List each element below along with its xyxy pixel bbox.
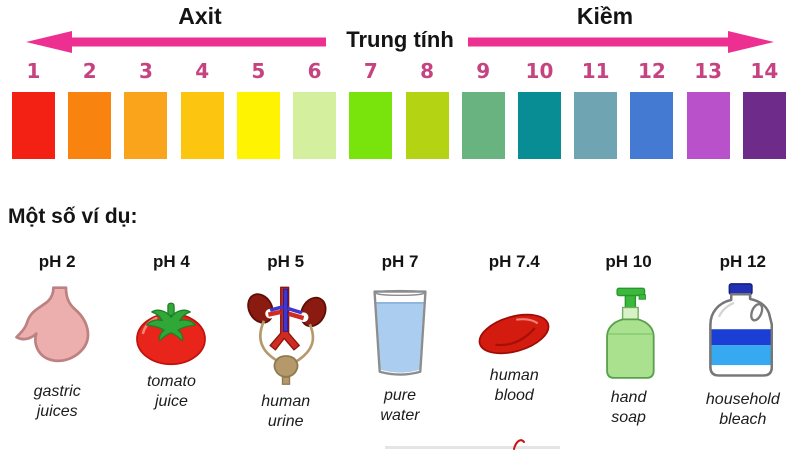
examples-row: pH 2 gastric juices pH 4: [0, 252, 800, 432]
ph-number: 11: [581, 59, 610, 83]
ph-color-swatch: [630, 92, 674, 159]
ph-value-label: pH 12: [719, 252, 766, 271]
ph-number: 4: [195, 59, 210, 83]
bleach-jug-icon: [709, 283, 773, 377]
ph-level-7: 7: [349, 57, 393, 159]
ph-number: 3: [138, 59, 153, 83]
example-caption: gastric juices: [33, 383, 81, 420]
ph-number: 2: [82, 59, 97, 83]
ph-color-swatch: [461, 92, 505, 159]
ph-number: 5: [251, 59, 266, 83]
example-icon-box: [367, 288, 433, 380]
example-household-bleach: pH 12 househo: [686, 252, 800, 432]
example-icon-box: [597, 286, 661, 382]
ph-color-swatch: [349, 92, 393, 159]
ph-color-swatch: [12, 92, 55, 159]
tomato-icon: [136, 302, 207, 366]
ph-number: 9: [476, 59, 491, 83]
alkaline-arrow-icon: [468, 31, 774, 53]
ph-value-label: pH 10: [605, 252, 652, 271]
ph-level-8: 8: [405, 57, 449, 159]
ph-number: 13: [694, 59, 723, 83]
water-glass-icon: [373, 289, 427, 376]
example-caption: pure water: [380, 387, 420, 424]
ph-color-swatch: [180, 92, 224, 159]
example-icon-box: [702, 282, 784, 384]
example-icon-box: [127, 298, 215, 366]
red-mark-decoration: [513, 439, 525, 450]
acid-arrow-shape: [26, 31, 326, 53]
ph-number: 12: [637, 59, 666, 83]
example-gastric-juices: pH 2 gastric juices: [0, 252, 114, 432]
soap-bottle-icon: [605, 287, 655, 379]
ph-number: 7: [363, 59, 378, 83]
ph-level-12: 12: [630, 57, 674, 159]
ph-color-swatch: [236, 92, 280, 159]
example-icon-box: [12, 284, 102, 376]
example-caption: human urine: [261, 393, 311, 430]
ph-color-swatch: [742, 92, 786, 159]
ph-level-2: 2: [68, 57, 112, 159]
ph-color-swatch: [68, 92, 112, 159]
ph-level-14: 14: [742, 57, 786, 159]
ph-color-swatch: [405, 92, 449, 159]
ph-number: 6: [307, 59, 322, 83]
ph-number: 10: [525, 59, 554, 83]
alkaline-arrow-shape: [468, 31, 774, 53]
ph-value-label: pH 7: [381, 252, 419, 271]
ph-color-swatch: [124, 92, 168, 159]
ph-color-strip: 1 2 3 4 5 6 7 8 9 10 11 12 13 14: [12, 57, 786, 159]
example-icon-box: [237, 282, 335, 386]
example-tomato-juice: pH 4 tomato juice: [114, 252, 228, 432]
ph-color-swatch: [686, 92, 730, 159]
ph-level-4: 4: [180, 57, 224, 159]
example-hand-soap: pH 10 hand soap: [571, 252, 685, 432]
ph-number: 14: [750, 59, 779, 83]
kidneys-icon: [246, 286, 327, 385]
examples-heading: Một số ví dụ:: [8, 205, 138, 228]
ph-level-6: 6: [293, 57, 337, 159]
example-human-blood: pH 7.4 human blood: [457, 252, 571, 432]
acid-label: Axit: [178, 3, 222, 29]
ph-value-label: pH 4: [153, 252, 190, 271]
ph-level-13: 13: [686, 57, 730, 159]
acid-arrow-icon: [26, 31, 326, 53]
example-caption: human blood: [489, 367, 539, 404]
ph-value-label: pH 7.4: [488, 252, 540, 271]
ph-number: 1: [26, 59, 41, 83]
ph-value-label: pH 5: [267, 252, 305, 271]
ph-level-9: 9: [461, 57, 505, 159]
example-human-urine: pH 5: [229, 252, 343, 432]
ph-level-3: 3: [124, 57, 168, 159]
example-icon-box: [470, 308, 558, 360]
example-caption: household bleach: [705, 391, 780, 428]
ph-number: 8: [420, 59, 434, 83]
blood-cell-icon: [478, 313, 550, 355]
ph-color-swatch: [574, 92, 618, 159]
ph-color-swatch: [293, 92, 337, 159]
ph-level-5: 5: [236, 57, 280, 159]
ph-color-swatch: [517, 92, 561, 159]
cutoff-watermark-smudge: [385, 446, 560, 449]
ph-level-1: 1: [12, 57, 55, 159]
ph-value-label: pH 2: [38, 252, 76, 271]
example-caption: tomato juice: [146, 373, 196, 410]
alkaline-label: Kiềm: [576, 3, 634, 29]
stomach-icon: [15, 286, 90, 363]
example-pure-water: pH 7 pure water: [343, 252, 457, 432]
ph-level-10: 10: [517, 57, 561, 159]
ph-level-11: 11: [574, 57, 618, 159]
neutral-label: Trung tính: [346, 27, 454, 52]
example-caption: hand soap: [610, 389, 647, 426]
